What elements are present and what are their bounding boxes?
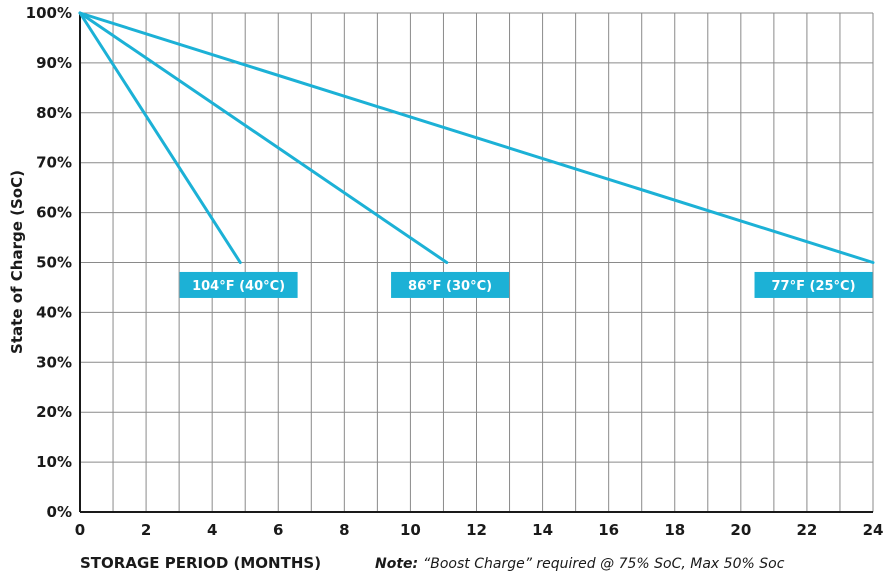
y-tick-label: 30% [36, 353, 72, 371]
series-label-text: 86°F (30°C) [408, 279, 492, 294]
note-text: “Boost Charge” required @ 75% SoC, Max 5… [423, 556, 785, 572]
x-tick-label: 8 [339, 521, 349, 539]
series-lines [78, 11, 875, 264]
x-tick-label: 20 [730, 521, 751, 539]
y-tick-label: 90% [36, 54, 72, 72]
y-tick-label: 70% [36, 154, 72, 172]
x-tick-label: 2 [141, 521, 151, 539]
y-axis-label: State of Charge (SoC) [8, 170, 26, 354]
y-tick-label: 100% [26, 4, 72, 22]
series-label-text: 77°F (25°C) [772, 279, 856, 294]
x-tick-label: 24 [863, 521, 884, 539]
series-line-3 [78, 11, 875, 264]
x-tick-label: 14 [532, 521, 553, 539]
x-axis-label: STORAGE PERIOD (MONTHS) [80, 554, 321, 572]
note-label: Note: [375, 556, 418, 572]
series-label-text: 104°F (40°C) [192, 279, 285, 294]
y-tick-label: 50% [36, 254, 72, 272]
series-label-2: 86°F (30°C) [391, 271, 510, 298]
x-tick-label: 0 [75, 521, 85, 539]
series-labels: 104°F (40°C) 86°F (30°C) 77°F (25°C) [179, 271, 873, 298]
x-tick-labels: 0 2 4 6 8 10 12 14 16 18 20 22 24 [75, 521, 884, 539]
grid [79, 12, 874, 513]
y-tick-label: 40% [36, 303, 72, 321]
y-tick-label: 0% [47, 503, 72, 521]
series-line-1 [78, 11, 242, 264]
x-tick-label: 12 [466, 521, 487, 539]
series-label-3: 77°F (25°C) [754, 271, 873, 298]
x-tick-label: 4 [207, 521, 217, 539]
series-label-box [391, 271, 510, 298]
series-line-2 [78, 11, 449, 264]
x-tick-label: 6 [273, 521, 283, 539]
x-tick-label: 16 [598, 521, 619, 539]
y-tick-label: 10% [36, 453, 72, 471]
series-label-box [754, 271, 873, 298]
x-tick-label: 18 [664, 521, 685, 539]
series-label-1: 104°F (40°C) [179, 271, 298, 298]
series-label-box [179, 271, 298, 298]
x-tick-label: 22 [796, 521, 817, 539]
y-tick-label: 60% [36, 204, 72, 222]
x-tick-label: 10 [400, 521, 421, 539]
y-tick-labels: 0% 10% 20% 30% 40% 50% 60% 70% 80% 90% 100% [26, 4, 72, 521]
y-tick-label: 80% [36, 104, 72, 122]
y-tick-label: 20% [36, 403, 72, 421]
